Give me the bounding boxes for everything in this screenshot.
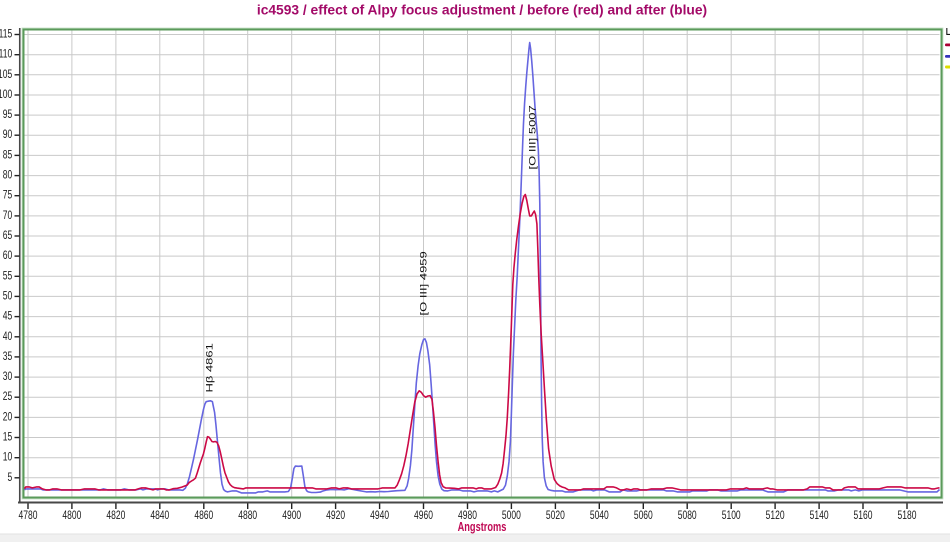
svg-text:Hβ 4861: Hβ 4861 [205, 343, 215, 392]
svg-text:55: 55 [3, 270, 13, 283]
svg-text:30: 30 [3, 371, 13, 384]
svg-text:50: 50 [3, 290, 13, 303]
svg-text:4980: 4980 [458, 510, 477, 523]
svg-text:45: 45 [3, 311, 13, 324]
svg-text:5140: 5140 [810, 510, 829, 523]
svg-text:100: 100 [0, 89, 13, 102]
svg-text:90: 90 [3, 129, 13, 142]
svg-text:10: 10 [3, 452, 13, 465]
svg-text:ic4593 / effect of Alpy focus: ic4593 / effect of Alpy focus adjustment… [257, 3, 707, 18]
svg-text:5160: 5160 [854, 510, 873, 523]
svg-text:4880: 4880 [238, 510, 257, 523]
svg-text:105: 105 [0, 69, 13, 82]
svg-text:5180: 5180 [898, 510, 917, 523]
svg-text:4960: 4960 [414, 510, 433, 523]
svg-text:L: L [946, 26, 950, 37]
svg-text:15: 15 [3, 431, 13, 444]
svg-text:5: 5 [7, 472, 12, 485]
svg-text:5060: 5060 [634, 510, 653, 523]
svg-text:70: 70 [3, 210, 13, 223]
svg-text:5080: 5080 [678, 510, 697, 523]
svg-text:4940: 4940 [370, 510, 389, 523]
svg-text:4840: 4840 [150, 510, 169, 523]
svg-text:95: 95 [3, 109, 13, 122]
svg-text:80: 80 [3, 170, 13, 183]
svg-text:4860: 4860 [194, 510, 213, 523]
svg-text:110: 110 [0, 49, 13, 62]
svg-text:5040: 5040 [590, 510, 609, 523]
svg-text:60: 60 [3, 250, 13, 263]
svg-text:20: 20 [3, 411, 13, 424]
svg-text:[O III] 4959: [O III] 4959 [419, 251, 429, 315]
svg-text:25: 25 [3, 391, 13, 404]
svg-text:4820: 4820 [106, 510, 125, 523]
svg-text:65: 65 [3, 230, 13, 243]
svg-text:115: 115 [0, 28, 13, 41]
svg-text:5000: 5000 [502, 510, 521, 523]
svg-text:4920: 4920 [326, 510, 345, 523]
svg-text:40: 40 [3, 331, 13, 344]
svg-text:35: 35 [3, 351, 13, 364]
svg-text:4780: 4780 [19, 510, 38, 523]
svg-text:5120: 5120 [766, 510, 785, 523]
svg-text:5020: 5020 [546, 510, 565, 523]
svg-text:85: 85 [3, 149, 13, 162]
svg-text:[O III] 5007: [O III] 5007 [528, 105, 538, 169]
svg-text:75: 75 [3, 190, 13, 203]
svg-text:Angstroms: Angstroms [458, 521, 507, 535]
svg-text:4900: 4900 [282, 510, 301, 523]
svg-text:5100: 5100 [722, 510, 741, 523]
svg-text:4800: 4800 [62, 510, 81, 523]
